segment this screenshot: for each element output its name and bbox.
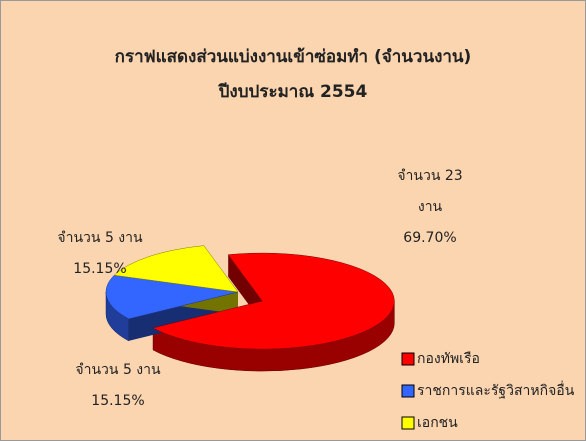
data-label: จำนวน 23	[397, 168, 462, 184]
legend-swatch	[401, 352, 415, 366]
data-label: 15.15%	[91, 393, 144, 409]
slice	[105, 274, 239, 320]
chart-title: กราฟแสดงส่วนแบ่งงานเข้าซ่อมทำ (จำนวนงาน)	[115, 47, 472, 67]
data-label: 69.70%	[403, 230, 456, 246]
legend-swatch	[401, 416, 415, 430]
chart-subtitle: ปีงบประมาณ 2554	[218, 81, 368, 102]
slice	[152, 252, 395, 350]
data-label: จำนวน 5 งาน	[75, 362, 161, 378]
data-label: จำนวน 5 งาน	[57, 230, 143, 246]
slice	[113, 245, 239, 293]
legend-label: เอกชน	[417, 415, 458, 431]
legend-label: กองทัพเรือ	[417, 351, 480, 367]
legend-swatch	[401, 384, 415, 398]
legend-label: ราชการและรัฐวิสาหกิจอื่น	[417, 381, 575, 399]
data-label: 15.15%	[73, 261, 126, 277]
data-label: งาน	[418, 199, 443, 215]
